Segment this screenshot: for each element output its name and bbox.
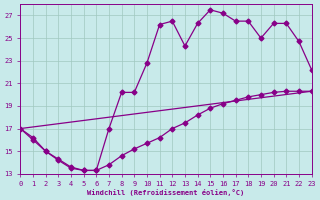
X-axis label: Windchill (Refroidissement éolien,°C): Windchill (Refroidissement éolien,°C) bbox=[87, 189, 244, 196]
